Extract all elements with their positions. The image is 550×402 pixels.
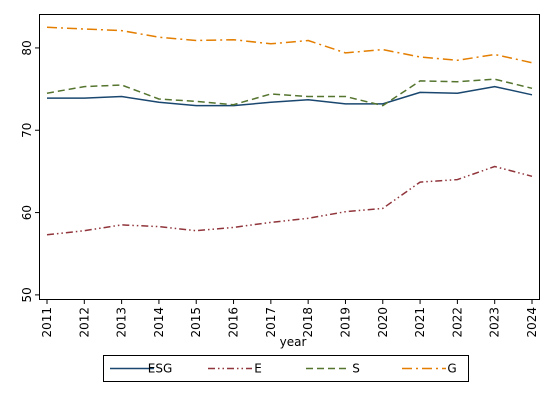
x-axis: 2011 2012 2013 2014 2015 2016 2017 2018 2019 2020… — [40, 299, 539, 338]
x-tick-label: 2011 — [40, 307, 54, 338]
x-tick-label: 2017 — [264, 307, 278, 338]
x-axis-title: year — [280, 335, 307, 349]
x-tick-label: 2015 — [189, 307, 203, 338]
x-tick-label: 2014 — [152, 307, 166, 338]
x-tick-label: 2013 — [115, 307, 129, 338]
x-tick-label: 2022 — [450, 307, 464, 338]
x-tick-label: 2023 — [488, 307, 502, 338]
y-tick-label: 80 — [20, 40, 34, 55]
legend-box — [103, 355, 469, 382]
series-line-esg — [47, 85, 533, 107]
x-tick-label: 2016 — [227, 307, 241, 338]
legend-label-esg: ESG — [148, 362, 173, 376]
x-tick-label: 2021 — [413, 307, 427, 338]
legend-label-g: G — [447, 362, 456, 376]
legend: ESG E S G — [103, 355, 469, 382]
series-line-g — [46, 26, 533, 64]
series-line-s — [46, 78, 533, 107]
y-axis: 50 60 70 80 — [20, 40, 40, 303]
x-tick-label: 2024 — [525, 307, 539, 338]
y-tick-label: 50 — [20, 287, 34, 302]
x-tick-label: 2012 — [77, 307, 91, 338]
series-line-e — [46, 165, 533, 236]
x-tick-label: 2019 — [338, 307, 352, 338]
series-layer — [46, 26, 533, 236]
plot-frame — [39, 14, 540, 300]
legend-label-s: S — [352, 362, 360, 376]
x-tick-label: 2018 — [301, 307, 315, 338]
y-tick-label: 60 — [20, 205, 34, 220]
x-tick-label: 2020 — [376, 307, 390, 338]
y-tick-label: 70 — [20, 123, 34, 138]
legend-label-e: E — [254, 362, 262, 376]
